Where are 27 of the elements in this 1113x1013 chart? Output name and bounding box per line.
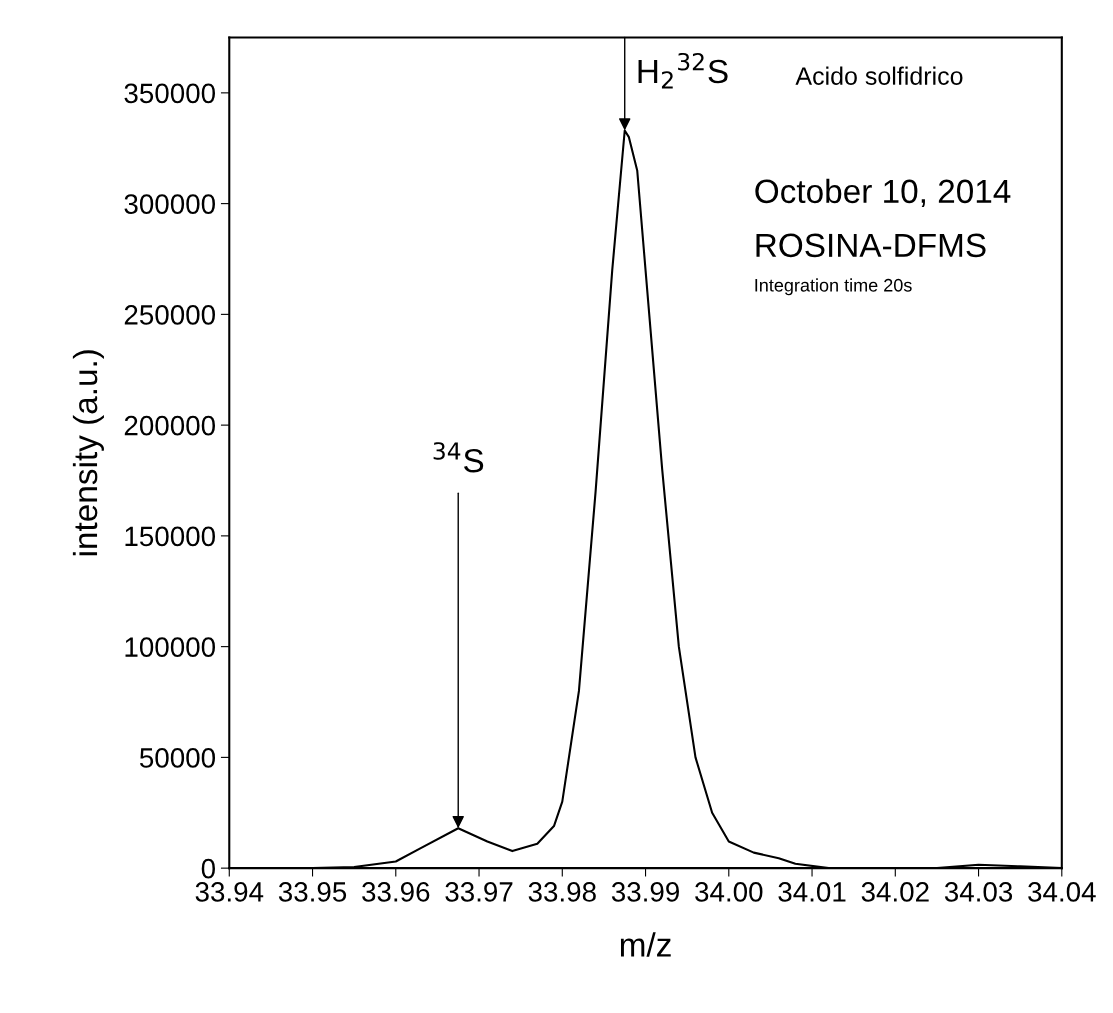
y-tick-label: 100000 (125, 637, 216, 657)
annotation: Acido solfidrico (795, 66, 963, 85)
y-tick-label: 300000 (124, 194, 216, 214)
y-tick-label: 250000 (124, 305, 216, 325)
y-tick-label: 0 (201, 858, 215, 879)
y-tick-label: 50000 (139, 748, 216, 768)
y-tick-label: 200000 (124, 415, 216, 436)
x-axis-title: m/z (620, 932, 671, 957)
x-tick-label: 33.99 (611, 882, 679, 902)
annotation: ROSINA-DFMS (756, 233, 986, 258)
x-tick-label: 34.01 (778, 882, 846, 902)
x-tick-label: 34.03 (944, 882, 1013, 902)
y-tick-label: 350000 (124, 83, 216, 104)
y-tick-label: 150000 (125, 526, 216, 547)
x-tick-label: 33.94 (195, 882, 264, 902)
annotation: Integration time 20s (755, 278, 912, 296)
x-tick-label: 34.02 (861, 882, 929, 902)
annotation: H$_{2}$$^{32}$S (638, 52, 728, 89)
y-axis-title: intensity (a.u.) (72, 350, 104, 556)
annotation: $^{34}$S (433, 442, 484, 473)
x-tick-label: 33.97 (445, 882, 513, 902)
x-tick-label: 33.95 (278, 882, 347, 902)
x-tick-label: 34.00 (695, 882, 763, 902)
x-tick-label: 33.98 (528, 882, 596, 902)
annotation: October 10, 2014 (755, 178, 1011, 208)
x-tick-label: 33.96 (362, 882, 430, 902)
x-tick-label: 34.04 (1028, 882, 1096, 902)
